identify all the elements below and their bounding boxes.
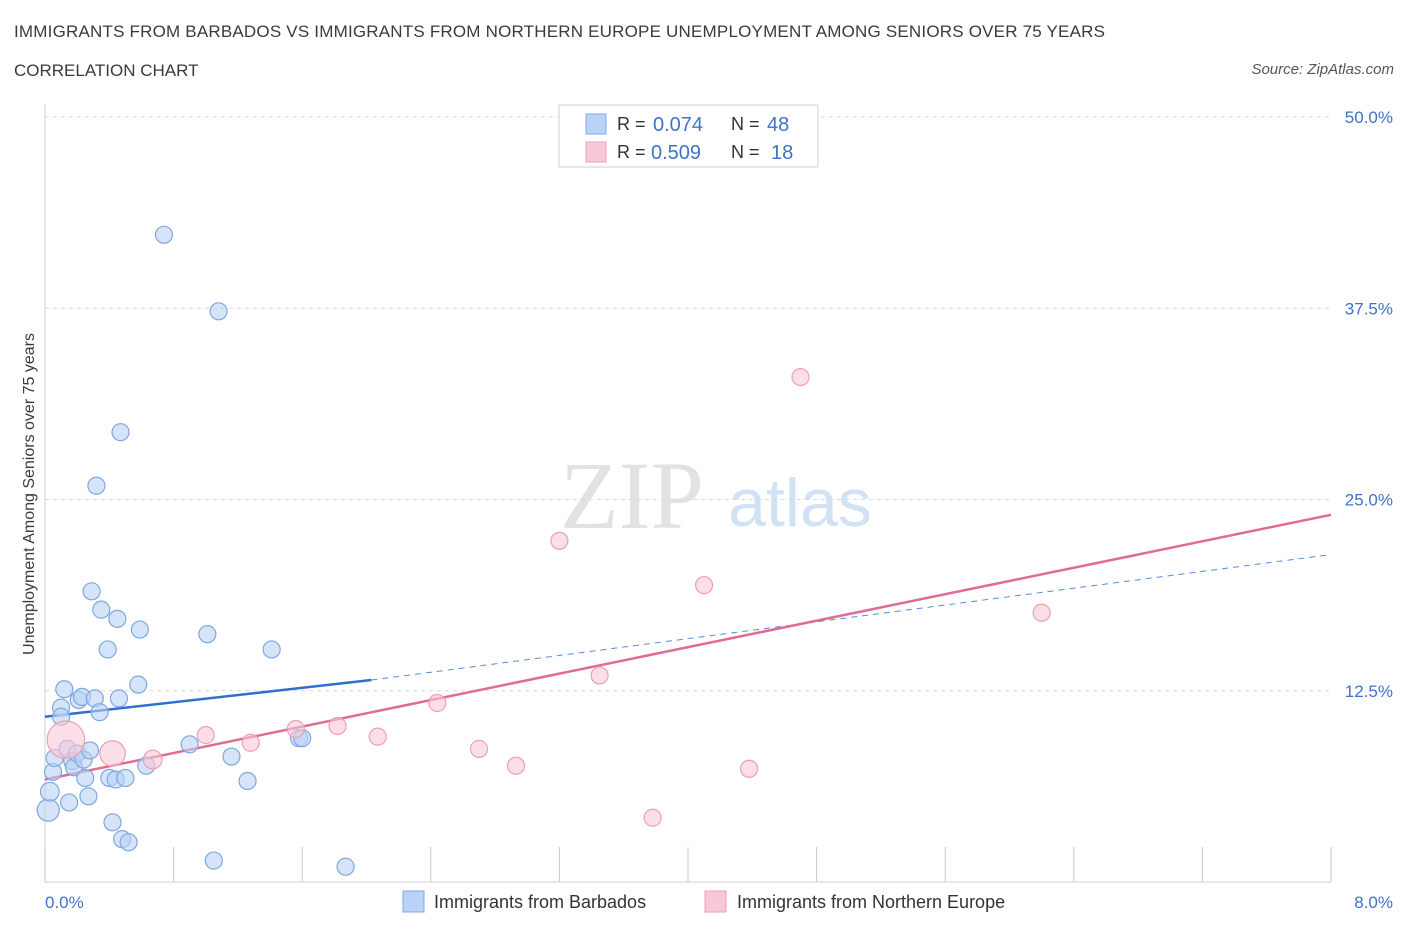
point-barbados — [87, 476, 106, 495]
bottom-legend-label-barbados: Immigrants from Barbados — [434, 892, 646, 912]
trend-line-barbados-extrapolated — [371, 554, 1332, 681]
y-axis-label: Unemployment Among Seniors over 75 years — [21, 333, 38, 655]
point-northern-europe — [46, 720, 86, 760]
point-barbados — [109, 689, 129, 708]
point-northern-europe — [142, 749, 163, 770]
point-barbados — [336, 857, 355, 876]
point-barbados — [204, 851, 223, 870]
point-barbados — [116, 768, 135, 788]
bottom-legend-swatch-northern-europe — [704, 890, 727, 913]
x-tick-label-max: 8.0% — [1354, 893, 1393, 912]
legend-n-label: N = — [731, 114, 760, 134]
point-northern-europe — [739, 759, 759, 778]
point-barbados — [129, 675, 148, 694]
legend-n-label: N = — [731, 142, 760, 162]
point-northern-europe — [694, 576, 714, 595]
point-northern-europe — [643, 808, 662, 827]
point-barbados — [103, 813, 122, 832]
point-northern-europe — [196, 726, 215, 745]
point-northern-europe — [328, 716, 347, 736]
source-credit: Source: ZipAtlas.com — [1251, 61, 1394, 78]
point-barbados — [209, 302, 228, 321]
point-barbados — [90, 703, 109, 722]
point-northern-europe — [428, 693, 447, 713]
grid-lines — [45, 116, 1331, 692]
point-northern-europe — [1032, 603, 1051, 622]
point-northern-europe — [99, 740, 126, 767]
point-barbados — [222, 747, 241, 766]
point-northern-europe — [791, 368, 810, 387]
trend-lines — [44, 513, 1332, 781]
point-northern-europe — [590, 666, 609, 685]
data-points — [36, 225, 1051, 876]
point-barbados — [198, 625, 217, 644]
y-tick-label: 37.5% — [1345, 299, 1393, 318]
y-tick-label: 12.5% — [1345, 682, 1393, 701]
y-tick-label: 25.0% — [1345, 491, 1393, 510]
point-northern-europe — [469, 739, 489, 758]
chart-subtitle: CORRELATION CHART — [14, 61, 199, 80]
y-tick-label: 50.0% — [1345, 108, 1393, 127]
chart-title: IMMIGRANTS FROM BARBADOS VS IMMIGRANTS F… — [14, 22, 1106, 41]
point-barbados — [39, 781, 60, 802]
point-barbados — [130, 620, 149, 639]
watermark-atlas: atlas — [728, 465, 872, 541]
legend-r-value-northern-europe: 0.509 — [651, 142, 701, 164]
bottom-legend-swatch-barbados — [402, 890, 425, 913]
point-barbados — [36, 798, 60, 822]
bottom-legend-label-northern-europe: Immigrants from Northern Europe — [737, 892, 1005, 912]
watermark: ZIP atlas — [560, 442, 872, 549]
legend: R = 0.074 N = 48 R = 0.509 N = 18 — [558, 104, 819, 168]
point-northern-europe — [368, 727, 387, 746]
point-barbados — [76, 768, 95, 788]
legend-swatch-barbados — [585, 113, 607, 135]
watermark-zip: ZIP — [560, 442, 704, 549]
legend-n-value-barbados: 48 — [767, 114, 789, 136]
point-barbados — [55, 680, 74, 699]
point-northern-europe — [550, 531, 569, 550]
x-tick-marks — [44, 847, 1332, 882]
bottom-legend: Immigrants from Barbados Immigrants from… — [402, 890, 1005, 913]
trend-line-northern-europe — [44, 513, 1332, 781]
y-tick-labels: 12.5% 25.0% 37.5% 50.0% — [1345, 108, 1393, 701]
point-barbados — [108, 609, 127, 628]
point-northern-europe — [506, 756, 526, 775]
x-tick-label-min: 0.0% — [45, 893, 84, 912]
legend-r-label: R = — [617, 114, 646, 134]
point-barbados — [154, 225, 174, 244]
legend-r-label: R = — [617, 142, 646, 162]
point-barbados — [180, 735, 199, 754]
point-barbados — [262, 640, 281, 659]
point-barbados — [60, 793, 79, 812]
legend-r-value-barbados: 0.074 — [653, 114, 703, 136]
point-barbados — [238, 771, 257, 791]
point-barbados — [82, 582, 101, 601]
point-northern-europe — [241, 733, 260, 752]
point-barbados — [92, 600, 111, 619]
point-barbados — [111, 423, 130, 442]
point-northern-europe — [286, 719, 305, 739]
legend-n-value-northern-europe: 18 — [771, 142, 793, 164]
point-barbados — [79, 787, 98, 806]
legend-swatch-northern-europe — [585, 141, 607, 163]
point-barbados — [98, 640, 117, 659]
point-barbados — [119, 833, 138, 852]
